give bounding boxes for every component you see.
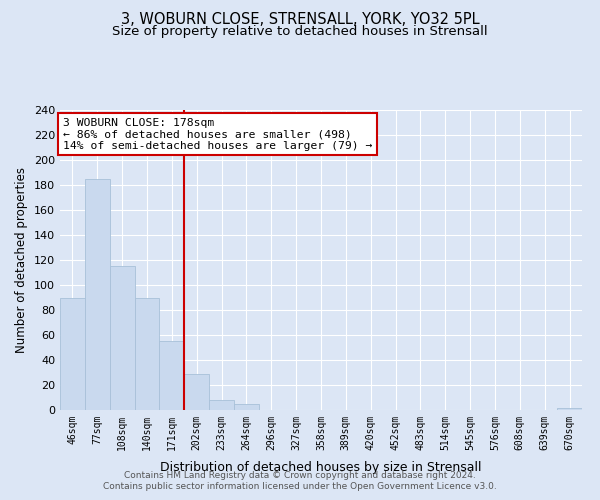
Text: 3, WOBURN CLOSE, STRENSALL, YORK, YO32 5PL: 3, WOBURN CLOSE, STRENSALL, YORK, YO32 5…: [121, 12, 479, 28]
Text: 3 WOBURN CLOSE: 178sqm
← 86% of detached houses are smaller (498)
14% of semi-de: 3 WOBURN CLOSE: 178sqm ← 86% of detached…: [62, 118, 372, 150]
Bar: [234, 404, 259, 410]
X-axis label: Distribution of detached houses by size in Strensall: Distribution of detached houses by size …: [160, 461, 482, 474]
Bar: [160, 341, 184, 410]
Bar: [110, 266, 134, 410]
Y-axis label: Number of detached properties: Number of detached properties: [16, 167, 28, 353]
Bar: [134, 298, 160, 410]
Bar: [557, 408, 582, 410]
Text: Contains HM Land Registry data © Crown copyright and database right 2024.: Contains HM Land Registry data © Crown c…: [124, 471, 476, 480]
Text: Size of property relative to detached houses in Strensall: Size of property relative to detached ho…: [112, 25, 488, 38]
Bar: [60, 298, 85, 410]
Text: Contains public sector information licensed under the Open Government Licence v3: Contains public sector information licen…: [103, 482, 497, 491]
Bar: [85, 179, 110, 410]
Bar: [184, 374, 209, 410]
Bar: [209, 400, 234, 410]
